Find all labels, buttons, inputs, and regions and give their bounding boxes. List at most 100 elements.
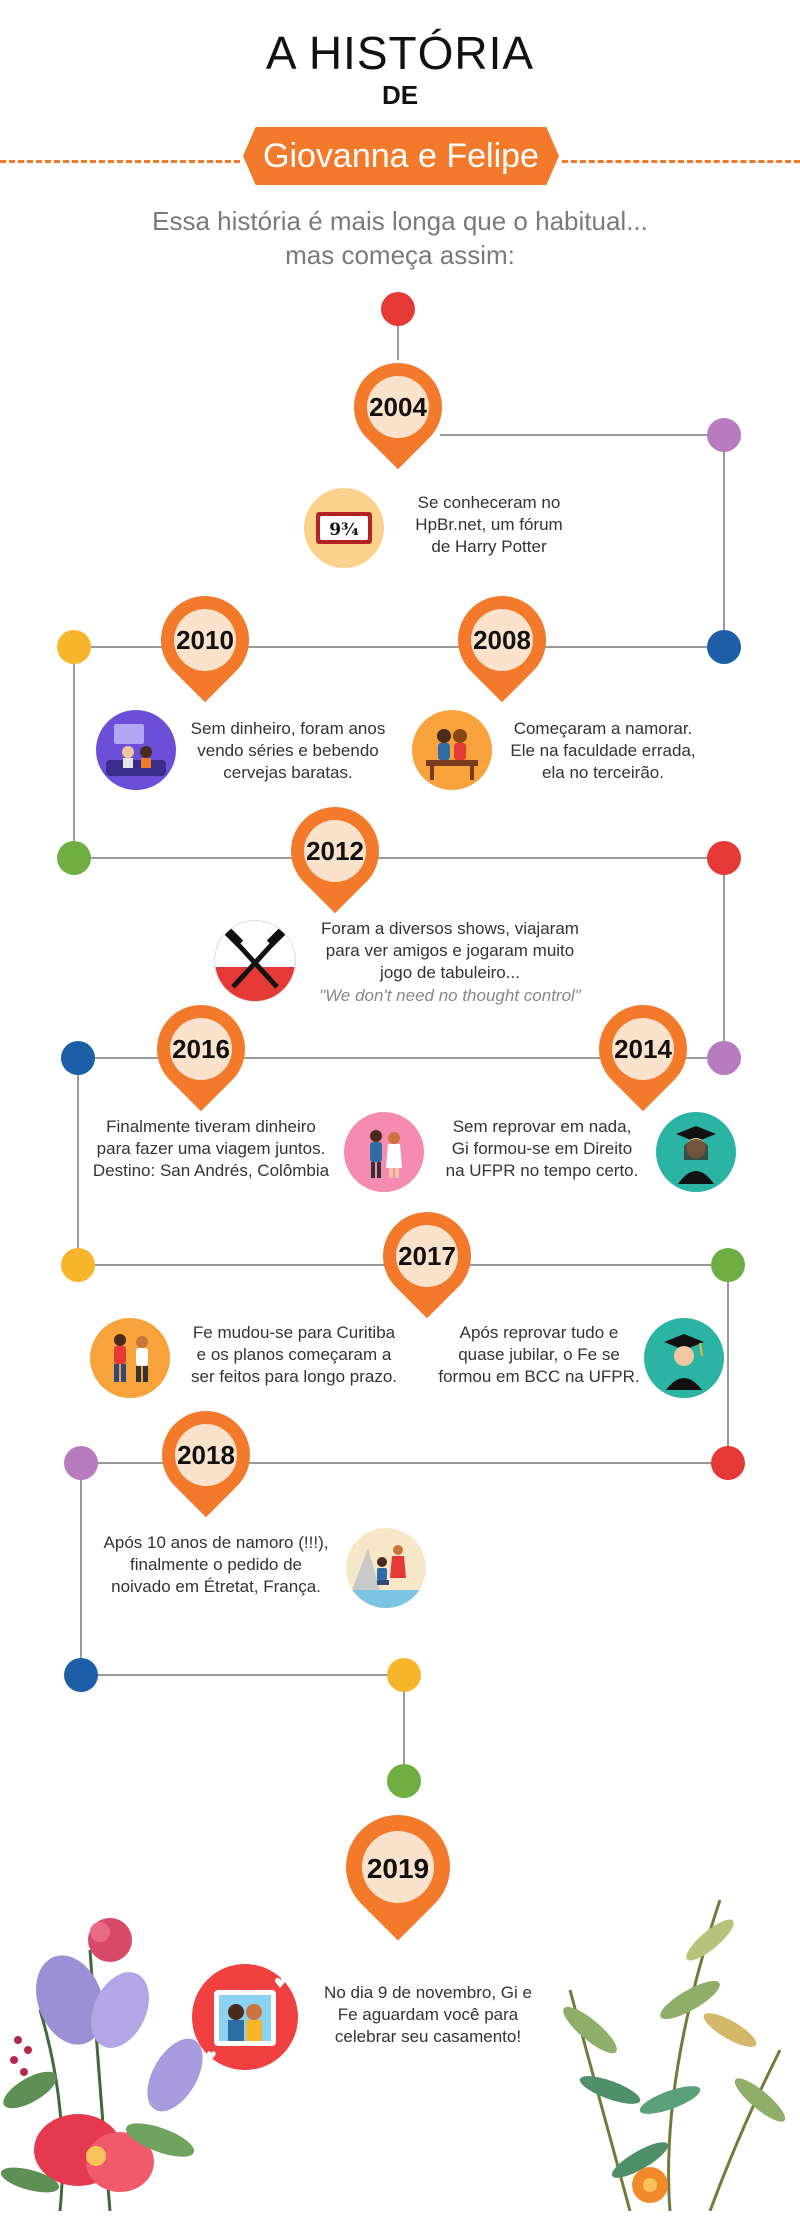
- year-pin-inner: [612, 1018, 674, 1080]
- year-pin-inner: [471, 609, 533, 671]
- intro-line: Essa história é mais longa que o habitua…: [152, 206, 648, 236]
- event-line: Se conheceram no: [417, 493, 561, 512]
- timeline-line: [73, 646, 75, 858]
- timeline-line: [80, 1462, 82, 1674]
- year-label: 2019: [366, 1853, 430, 1884]
- year-label: 2016: [172, 1034, 230, 1064]
- event-description: Se conheceram no HpBr.net, um fórum de H…: [384, 492, 594, 558]
- timeline-line: [81, 1462, 728, 1464]
- year-label: 2017: [398, 1241, 456, 1271]
- dashed-divider-right: [562, 160, 800, 163]
- event-line: Após reprovar tudo e: [459, 1323, 619, 1342]
- timeline-dot: [387, 1658, 421, 1692]
- crossed-hammers-icon: [214, 920, 296, 1002]
- event-line: formou em BCC na UFPR.: [438, 1367, 640, 1386]
- event-line: cervejas baratas.: [223, 763, 353, 782]
- timeline-line: [74, 646, 724, 648]
- timeline-dot: [57, 841, 91, 875]
- event-line: Gi formou-se em Direito: [451, 1139, 633, 1158]
- event-line: Sem dinheiro, foram anos: [190, 719, 386, 738]
- event-line: Fe aguardam você para: [337, 2005, 519, 2024]
- proposal-icon: [346, 1528, 426, 1608]
- event-line: Após 10 anos de namoro (!!!),: [103, 1533, 329, 1552]
- timeline-line: [723, 434, 725, 646]
- year-label: 2014: [614, 1034, 672, 1064]
- event-line: vendo séries e bebendo: [197, 741, 379, 760]
- timeline-dot: [711, 1446, 745, 1480]
- event-line: noivado em Étretat, França.: [111, 1577, 321, 1596]
- female-graduate-icon: [656, 1112, 736, 1192]
- event-line: Destino: San Andrés, Colômbia: [92, 1161, 330, 1180]
- event-quote: "We don't need no thought control": [319, 986, 581, 1005]
- dashed-divider-left: [0, 160, 240, 163]
- event-line: ela no terceirão.: [542, 763, 664, 782]
- timeline-dot: [387, 1764, 421, 1798]
- event-line: HpBr.net, um fórum: [415, 515, 563, 534]
- event-line: e os planos começaram a: [196, 1345, 392, 1364]
- event-description: Sem reprovar em nada, Gi formou-se em Di…: [430, 1116, 654, 1182]
- year-pin-inner: [396, 1225, 458, 1287]
- timeline-dot: [61, 1041, 95, 1075]
- couple-on-bench-icon: [412, 710, 492, 790]
- event-description: Após reprovar tudo e quase jubilar, o Fe…: [436, 1322, 642, 1388]
- timeline-dot: [64, 1658, 98, 1692]
- svg-text:♥: ♥: [274, 1976, 287, 1992]
- year-pin-inner: [362, 1831, 434, 1903]
- timeline-dot: [61, 1248, 95, 1282]
- event-line: para fazer uma viagem juntos.: [96, 1139, 326, 1158]
- year-label: 2018: [177, 1440, 235, 1470]
- event-description: Finalmente tiveram dinheiro para fazer u…: [80, 1116, 342, 1182]
- timeline-dot: [707, 630, 741, 664]
- event-line: celebrar seu casamento!: [334, 2027, 522, 2046]
- event-line: finalmente o pedido de: [129, 1555, 303, 1574]
- event-line: ser feitos para longo prazo.: [190, 1367, 397, 1386]
- timeline-line: [727, 1264, 729, 1462]
- page-title: A HISTÓRIA: [265, 27, 535, 79]
- event-description: No dia 9 de novembro, Gi e Fe aguardam v…: [310, 1982, 546, 2048]
- timeline-line: [78, 1057, 724, 1059]
- year-pin-inner: [174, 609, 236, 671]
- timeline-dot: [57, 630, 91, 664]
- platform-nine-three-quarters-icon: 9¾: [304, 488, 384, 568]
- year-label: 2008: [473, 625, 531, 655]
- year-pin-inner: [304, 820, 366, 882]
- timeline-dot: [711, 1248, 745, 1282]
- couple-moving-icon: [90, 1318, 170, 1398]
- timeline-dot: [381, 292, 415, 326]
- timeline-dot: [64, 1446, 98, 1480]
- intro-text: Essa história é mais longa que o habitua…: [0, 204, 800, 272]
- year-pin-inner: [367, 376, 429, 438]
- year-label: 2004: [369, 392, 427, 422]
- year-pin-inner: [175, 1424, 237, 1486]
- intro-line: mas começa assim:: [285, 240, 515, 270]
- timeline-dot: [707, 1041, 741, 1075]
- event-description: Fe mudou-se para Curitiba e os planos co…: [174, 1322, 414, 1388]
- page-subtitle: DE: [381, 80, 419, 110]
- event-line: jogo de tabuleiro...: [380, 963, 520, 982]
- year-label: 2010: [176, 625, 234, 655]
- event-line: quase jubilar, o Fe se: [458, 1345, 620, 1364]
- timeline-line: [74, 857, 724, 859]
- event-line: Ele na faculdade errada,: [510, 741, 696, 760]
- event-line: Finalmente tiveram dinheiro: [106, 1117, 316, 1136]
- timeline-dot: [707, 841, 741, 875]
- event-line: Foram a diversos shows, viajaram: [321, 919, 579, 938]
- couple-watching-tv-icon: [96, 710, 176, 790]
- male-graduate-icon: [644, 1318, 724, 1398]
- leaf-decoration-right: [540, 1880, 800, 2212]
- event-line: Fe mudou-se para Curitiba: [192, 1323, 396, 1342]
- event-line: Sem reprovar em nada,: [452, 1117, 632, 1136]
- event-description: Foram a diversos shows, viajaram para ve…: [300, 918, 600, 984]
- event-line: na UFPR no tempo certo.: [445, 1161, 639, 1180]
- year-label: 2012: [306, 836, 364, 866]
- event-line: Começaram a namorar.: [513, 719, 693, 738]
- event-description: Após 10 anos de namoro (!!!), finalmente…: [90, 1532, 342, 1598]
- event-description: Começaram a namorar. Ele na faculdade er…: [493, 718, 713, 784]
- year-pin-inner: [170, 1018, 232, 1080]
- timeline-line: [723, 857, 725, 1057]
- couple-photo-hearts-icon: ♥ ♥: [192, 1964, 298, 2070]
- flower-decoration-left: [0, 1890, 230, 2212]
- timeline-line: [440, 434, 725, 436]
- timeline-line: [77, 1057, 79, 1264]
- timeline-line: [81, 1674, 404, 1676]
